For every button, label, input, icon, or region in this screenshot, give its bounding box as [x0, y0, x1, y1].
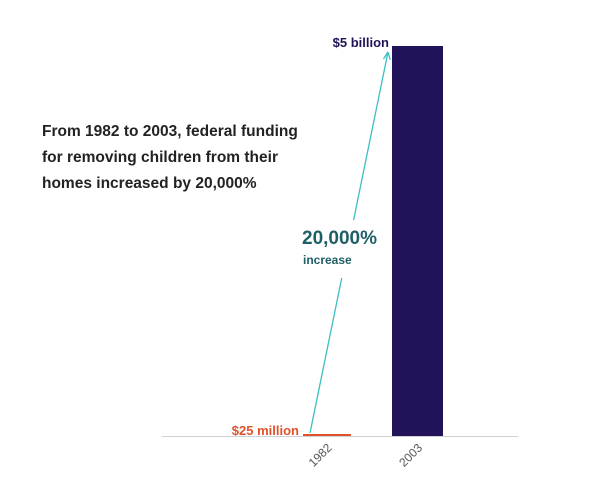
headline-line: for removing children from their [42, 149, 278, 166]
headline-line: From 1982 to 2003, federal funding [42, 123, 298, 140]
arrow-head [382, 51, 391, 60]
tick-label-2003: 2003 [396, 441, 425, 470]
annotation-text: increase [303, 253, 352, 267]
value-label-2003: $5 billion [333, 35, 389, 50]
arrow-line-upper [352, 51, 389, 221]
annotation-value: 20,000% [302, 228, 377, 249]
chart-headline: From 1982 to 2003, federal funding for r… [42, 119, 342, 197]
value-label-1982: $25 million [232, 423, 299, 438]
arrow-line-lower [309, 277, 343, 434]
bar-2003 [392, 46, 443, 436]
headline-line: homes increased by 20,000% [42, 175, 257, 192]
bar-1982 [303, 434, 351, 436]
tick-label-1982: 1982 [306, 441, 335, 470]
